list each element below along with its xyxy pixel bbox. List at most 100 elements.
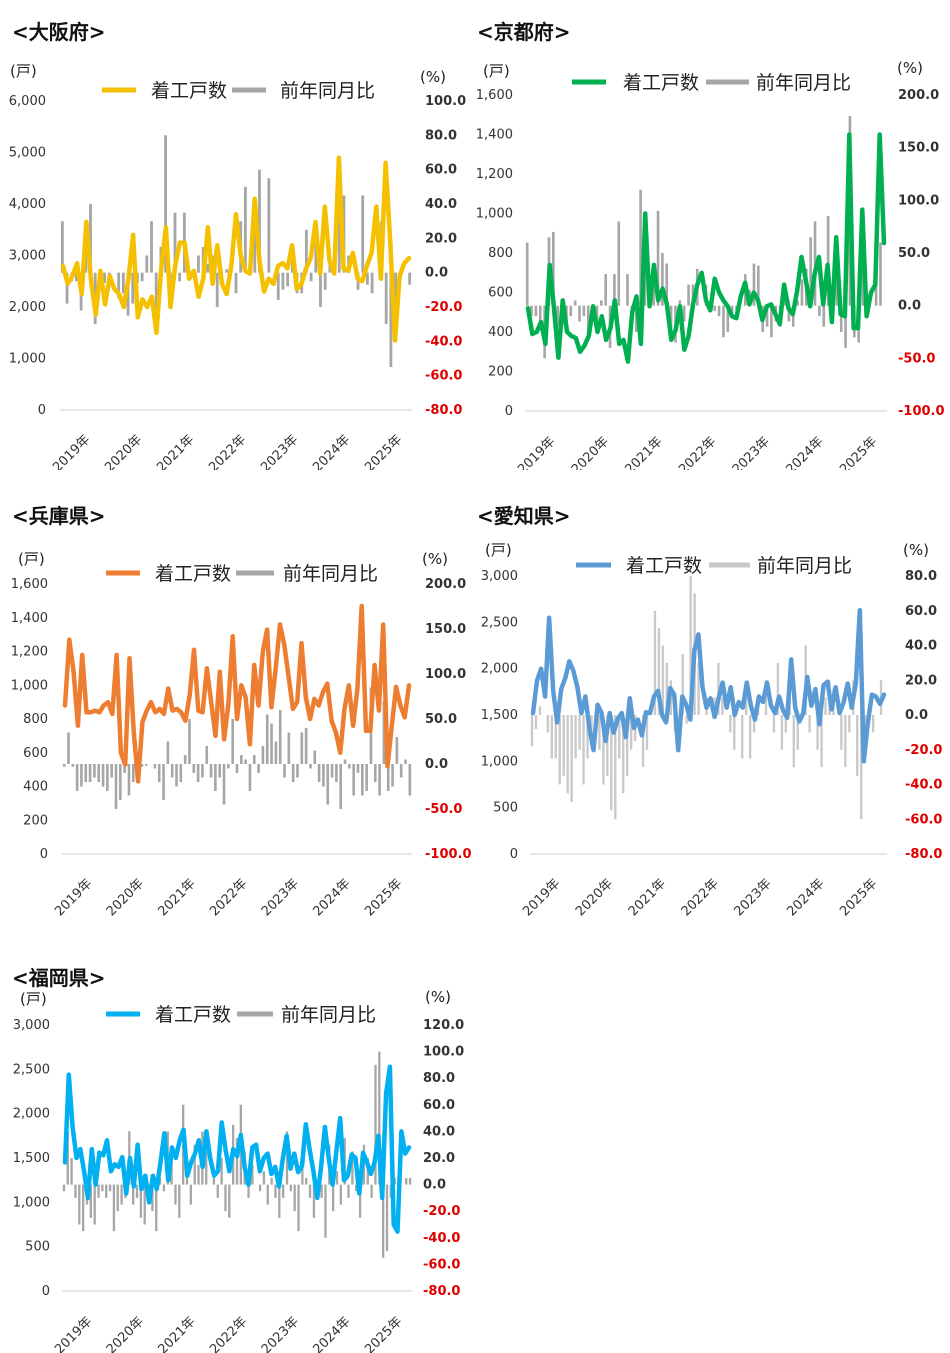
yoy-bar (62, 764, 66, 767)
yoy-bar (80, 764, 83, 787)
yoy-bar (178, 1184, 181, 1218)
yoy-bar (65, 272, 69, 304)
x-tick-label: 2019年 (520, 876, 563, 919)
x-tick-label: 2019年 (52, 1314, 95, 1353)
yoy-bar (144, 764, 148, 766)
yoy-bar (339, 1184, 342, 1205)
right-tick-label: 0.0 (423, 1178, 446, 1193)
yoy-bar (164, 135, 168, 273)
left-tick-label: 2,000 (9, 300, 46, 315)
left-tick-label: 1,000 (11, 678, 48, 693)
yoy-bar (323, 272, 327, 290)
right-tick-label: -80.0 (425, 403, 462, 418)
yoy-bar (335, 764, 338, 782)
yoy-bar (552, 231, 555, 306)
yoy-bar (682, 305, 686, 322)
yoy-bar (247, 1184, 250, 1198)
yoy-bar (326, 764, 330, 805)
right-tick-label: -60.0 (423, 1257, 460, 1272)
yoy-bar (253, 212, 257, 273)
yoy-bar (103, 272, 106, 283)
chart-title: <愛知県> (477, 504, 571, 528)
yoy-bar (110, 764, 113, 778)
yoy-bar (88, 764, 92, 782)
yoy-bar (844, 715, 847, 768)
yoy-bar (278, 1184, 281, 1218)
x-tick-label: 2024年 (310, 432, 353, 470)
yoy-bar (566, 715, 569, 794)
yoy-bar (399, 764, 403, 778)
yoy-bar (639, 189, 642, 306)
yoy-bar (687, 284, 690, 306)
yoy-bar (215, 272, 219, 307)
x-tick-label: 2023年 (259, 876, 302, 919)
chart-title: <大阪府> (12, 20, 106, 44)
yoy-bar (270, 723, 273, 764)
yoy-bar (240, 755, 243, 764)
yoy-bar (313, 750, 317, 764)
yoy-bar (776, 662, 780, 715)
yoy-bar (752, 715, 756, 733)
left-tick-label: 2,000 (13, 1107, 50, 1122)
chart-kyoto: <京都府> (戸) (%) 着工戸数 前年同月比 0 200 400 600 800 1,000 1… (475, 0, 950, 470)
yoy-bar (179, 764, 183, 782)
yoy-bar (361, 195, 365, 273)
yoy-bar (586, 715, 589, 759)
right-tick-label: -80.0 (905, 847, 942, 862)
yoy-bar (558, 715, 561, 785)
yoy-bar (220, 1158, 223, 1185)
yoy-bar (197, 255, 200, 273)
yoy-bar (261, 746, 265, 764)
yoy-bar (67, 732, 70, 764)
yoy-bar (726, 305, 730, 332)
yoy-bar (722, 305, 725, 338)
left-tick-label: 0 (38, 403, 46, 418)
yoy-bar (652, 274, 655, 306)
right-axis-unit: (%) (420, 68, 446, 86)
left-tick-label: 400 (488, 325, 513, 340)
units-line (530, 608, 887, 764)
yoy-bar (209, 764, 213, 778)
x-tick-label: 2020年 (569, 434, 612, 470)
yoy-bar (300, 732, 304, 764)
yoy-bar (258, 1184, 262, 1192)
yoy-bar (319, 272, 322, 307)
legend-label-yoy: 前年同月比 (281, 1004, 376, 1026)
yoy-bar (70, 1158, 73, 1185)
yoy-bar (60, 221, 64, 273)
yoy-bar (538, 305, 542, 327)
yoy-bar (384, 272, 388, 325)
yoy-bar (382, 701, 386, 764)
right-tick-label: 40.0 (423, 1124, 455, 1139)
yoy-bar (347, 1184, 350, 1198)
yoy-bar (74, 1184, 77, 1198)
x-tick-label: 2021年 (623, 434, 666, 470)
yoy-bar (174, 1184, 177, 1205)
yoy-bar (713, 305, 717, 311)
right-tick-label: 100.0 (425, 667, 466, 682)
yoy-bar (538, 706, 542, 715)
yoy-bar (127, 764, 131, 796)
yoy-bar (75, 764, 79, 791)
yoy-bar (291, 764, 295, 782)
yoy-bar (225, 269, 229, 273)
right-tick-label: 100.0 (898, 193, 939, 208)
yoy-bar (108, 1184, 112, 1192)
yoy-bar (150, 221, 153, 273)
yoy-bar (106, 764, 109, 791)
yoy-bar (573, 300, 577, 306)
left-tick-label: 3,000 (481, 569, 518, 584)
x-tick-label: 2019年 (515, 434, 558, 470)
x-tick-label: 2019年 (52, 876, 95, 919)
left-tick-label: 500 (493, 801, 518, 816)
left-tick-label: 5,000 (9, 146, 46, 161)
yoy-bar (293, 1184, 296, 1212)
yoy-bar (351, 1151, 354, 1185)
yoy-bar (355, 1184, 358, 1192)
yoy-bar (550, 715, 554, 759)
yoy-bar (162, 764, 165, 800)
yoy-bar (328, 264, 332, 273)
left-tick-label: 3,000 (13, 1018, 50, 1033)
right-tick-label: 100.0 (425, 94, 466, 109)
yoy-bar (170, 764, 174, 778)
